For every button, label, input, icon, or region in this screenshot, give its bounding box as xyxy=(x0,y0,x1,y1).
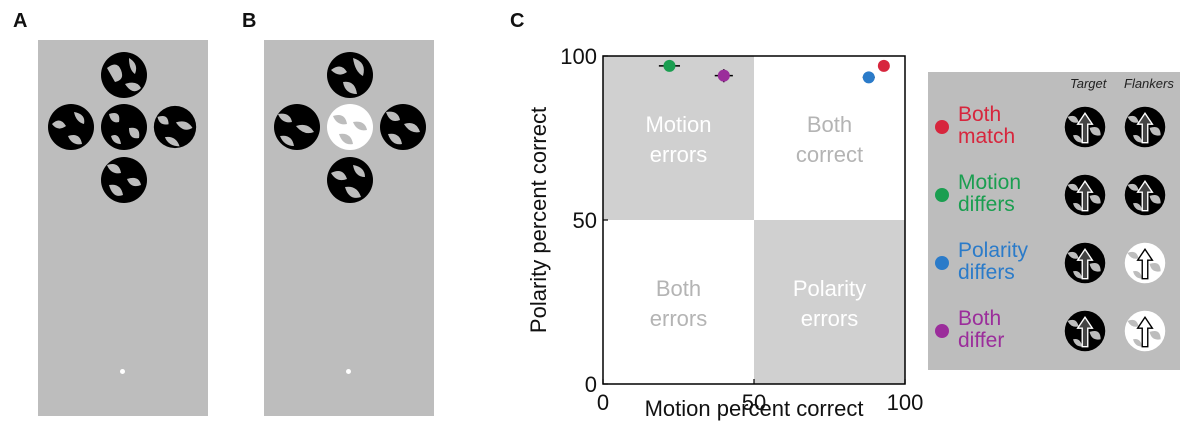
x-axis-label: Motion percent correct xyxy=(645,396,864,421)
y-tick-label-2: 100 xyxy=(560,44,597,69)
y-tick-label-1: 50 xyxy=(573,208,597,233)
legend-dot-0 xyxy=(935,120,949,134)
flanker-top-b xyxy=(327,52,373,98)
quadrant-label-2-0: Both xyxy=(656,276,701,301)
x-tick-label-1: 50 xyxy=(742,390,766,415)
panel-c-letter: C xyxy=(510,10,525,32)
panel-b-letter: B xyxy=(242,10,257,32)
flanker-top-a xyxy=(101,52,147,98)
quadrant-2 xyxy=(603,220,754,384)
fixation-dot-b xyxy=(346,369,351,374)
data-point-0 xyxy=(877,59,890,72)
fixation-dot-a xyxy=(120,369,125,374)
flanker-icon-1 xyxy=(1124,174,1166,216)
quadrant-label-1-1: correct xyxy=(796,142,863,167)
flanker-bottom-a xyxy=(101,157,147,203)
data-point-3 xyxy=(717,69,730,82)
legend-dot-3 xyxy=(935,324,949,338)
legend-dot-2 xyxy=(935,256,949,270)
target-b xyxy=(327,104,373,150)
flanker-icon-0 xyxy=(1124,106,1166,148)
target-icon-3 xyxy=(1064,310,1106,352)
x-tick-label-2: 100 xyxy=(887,390,924,415)
flanker-left-a xyxy=(48,104,94,150)
target-icon-1 xyxy=(1064,174,1106,216)
legend-row-3: Both differ xyxy=(928,300,1180,366)
legend-label-3: Both differ xyxy=(958,308,1004,352)
target-a xyxy=(101,104,147,150)
data-point-1 xyxy=(663,59,676,72)
y-axis-label: Polarity percent correct xyxy=(526,107,551,333)
legend-column-target: Target xyxy=(1070,76,1107,91)
flanker-left-b xyxy=(274,104,320,150)
legend: Target Flankers Both match Motion differs Po… xyxy=(928,72,1180,370)
legend-dot-1 xyxy=(935,188,949,202)
flanker-right-b xyxy=(380,104,426,150)
legend-label-line-0-1: match xyxy=(958,125,1016,148)
quadrant-label-2-1: errors xyxy=(650,306,707,331)
flanker-icon-2 xyxy=(1124,242,1166,284)
quadrant-3 xyxy=(754,220,905,384)
stimulus-panel-a xyxy=(38,40,208,416)
quadrant-0 xyxy=(603,56,754,220)
quadrant-1 xyxy=(754,56,905,220)
legend-column-flankers: Flankers xyxy=(1124,76,1174,91)
legend-label-line-2-1: differs xyxy=(958,261,1015,284)
legend-row-1: Motion differs xyxy=(928,164,1180,230)
legend-row-0: Both match xyxy=(928,96,1180,162)
quadrant-label-3-1: errors xyxy=(801,306,858,331)
stimulus-panel-b xyxy=(264,40,434,416)
legend-label-line-1-0: Motion xyxy=(958,171,1022,194)
target-icon-2 xyxy=(1064,242,1106,284)
quadrant-label-0-0: Motion xyxy=(645,112,711,137)
quadrant-label-0-1: errors xyxy=(650,142,707,167)
flanker-icon-3 xyxy=(1124,310,1166,352)
legend-label-0: Both match xyxy=(958,104,1015,148)
legend-label-line-3-1: differ xyxy=(958,329,1005,352)
legend-label-line-2-0: Polarity xyxy=(958,239,1029,262)
quadrant-label-3-0: Polarity xyxy=(793,276,866,301)
scatter-chart: Motion errors Both correct Both errors Polarit… xyxy=(526,44,924,421)
y-tick-label-0: 0 xyxy=(585,372,597,397)
legend-label-line-0-0: Both xyxy=(958,103,1002,126)
flanker-bottom-b xyxy=(327,157,373,203)
legend-label-line-1-1: differs xyxy=(958,193,1015,216)
data-point-2 xyxy=(862,71,875,84)
legend-label-2: Polarity differs xyxy=(958,240,1028,284)
legend-label-1: Motion differs xyxy=(958,172,1021,216)
panel-a-letter: A xyxy=(13,10,28,32)
legend-row-2: Polarity differs xyxy=(928,232,1180,298)
legend-label-line-3-0: Both xyxy=(958,307,1002,330)
quadrant-label-1-0: Both xyxy=(807,112,852,137)
target-icon-0 xyxy=(1064,106,1106,148)
x-tick-label-0: 0 xyxy=(597,390,609,415)
flanker-right-a xyxy=(153,105,197,149)
